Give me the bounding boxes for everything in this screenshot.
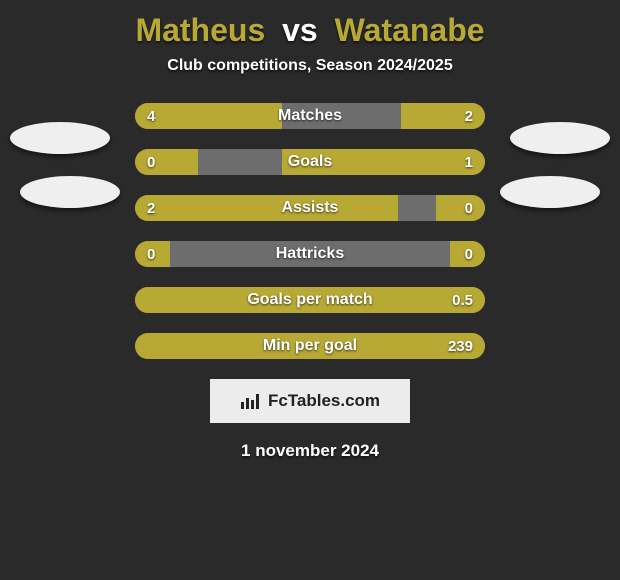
brand-text: FcTables.com — [268, 391, 380, 411]
player-a-name: Matheus — [135, 12, 265, 48]
chart-icon — [240, 392, 262, 410]
stat-label: Goals per match — [135, 287, 485, 313]
player-a-avatar-shadow — [20, 176, 120, 208]
stat-row-min-per-goal: Min per goal 239 — [135, 333, 485, 359]
stat-value-right: 0 — [465, 241, 473, 267]
stat-value-right: 2 — [465, 103, 473, 129]
stat-value-right: 0.5 — [452, 287, 473, 313]
stat-value-right: 239 — [448, 333, 473, 359]
stat-row-goals-per-match: Goals per match 0.5 — [135, 287, 485, 313]
stat-label: Assists — [135, 195, 485, 221]
player-a-avatar — [10, 122, 110, 154]
comparison-title: Matheus vs Watanabe — [0, 0, 620, 49]
stat-row-goals: 0 Goals 1 — [135, 149, 485, 175]
footer-date: 1 november 2024 — [0, 441, 620, 461]
stat-label: Min per goal — [135, 333, 485, 359]
player-b-avatar — [510, 122, 610, 154]
stat-label: Hattricks — [135, 241, 485, 267]
subtitle: Club competitions, Season 2024/2025 — [0, 57, 620, 75]
player-b-name: Watanabe — [335, 12, 485, 48]
stat-label: Goals — [135, 149, 485, 175]
stat-value-right: 0 — [465, 195, 473, 221]
stat-label: Matches — [135, 103, 485, 129]
vs-text: vs — [282, 12, 318, 48]
stat-row-assists: 2 Assists 0 — [135, 195, 485, 221]
stat-value-right: 1 — [465, 149, 473, 175]
stat-row-hattricks: 0 Hattricks 0 — [135, 241, 485, 267]
brand-badge[interactable]: FcTables.com — [210, 379, 410, 423]
stat-row-matches: 4 Matches 2 — [135, 103, 485, 129]
player-b-avatar-shadow — [500, 176, 600, 208]
